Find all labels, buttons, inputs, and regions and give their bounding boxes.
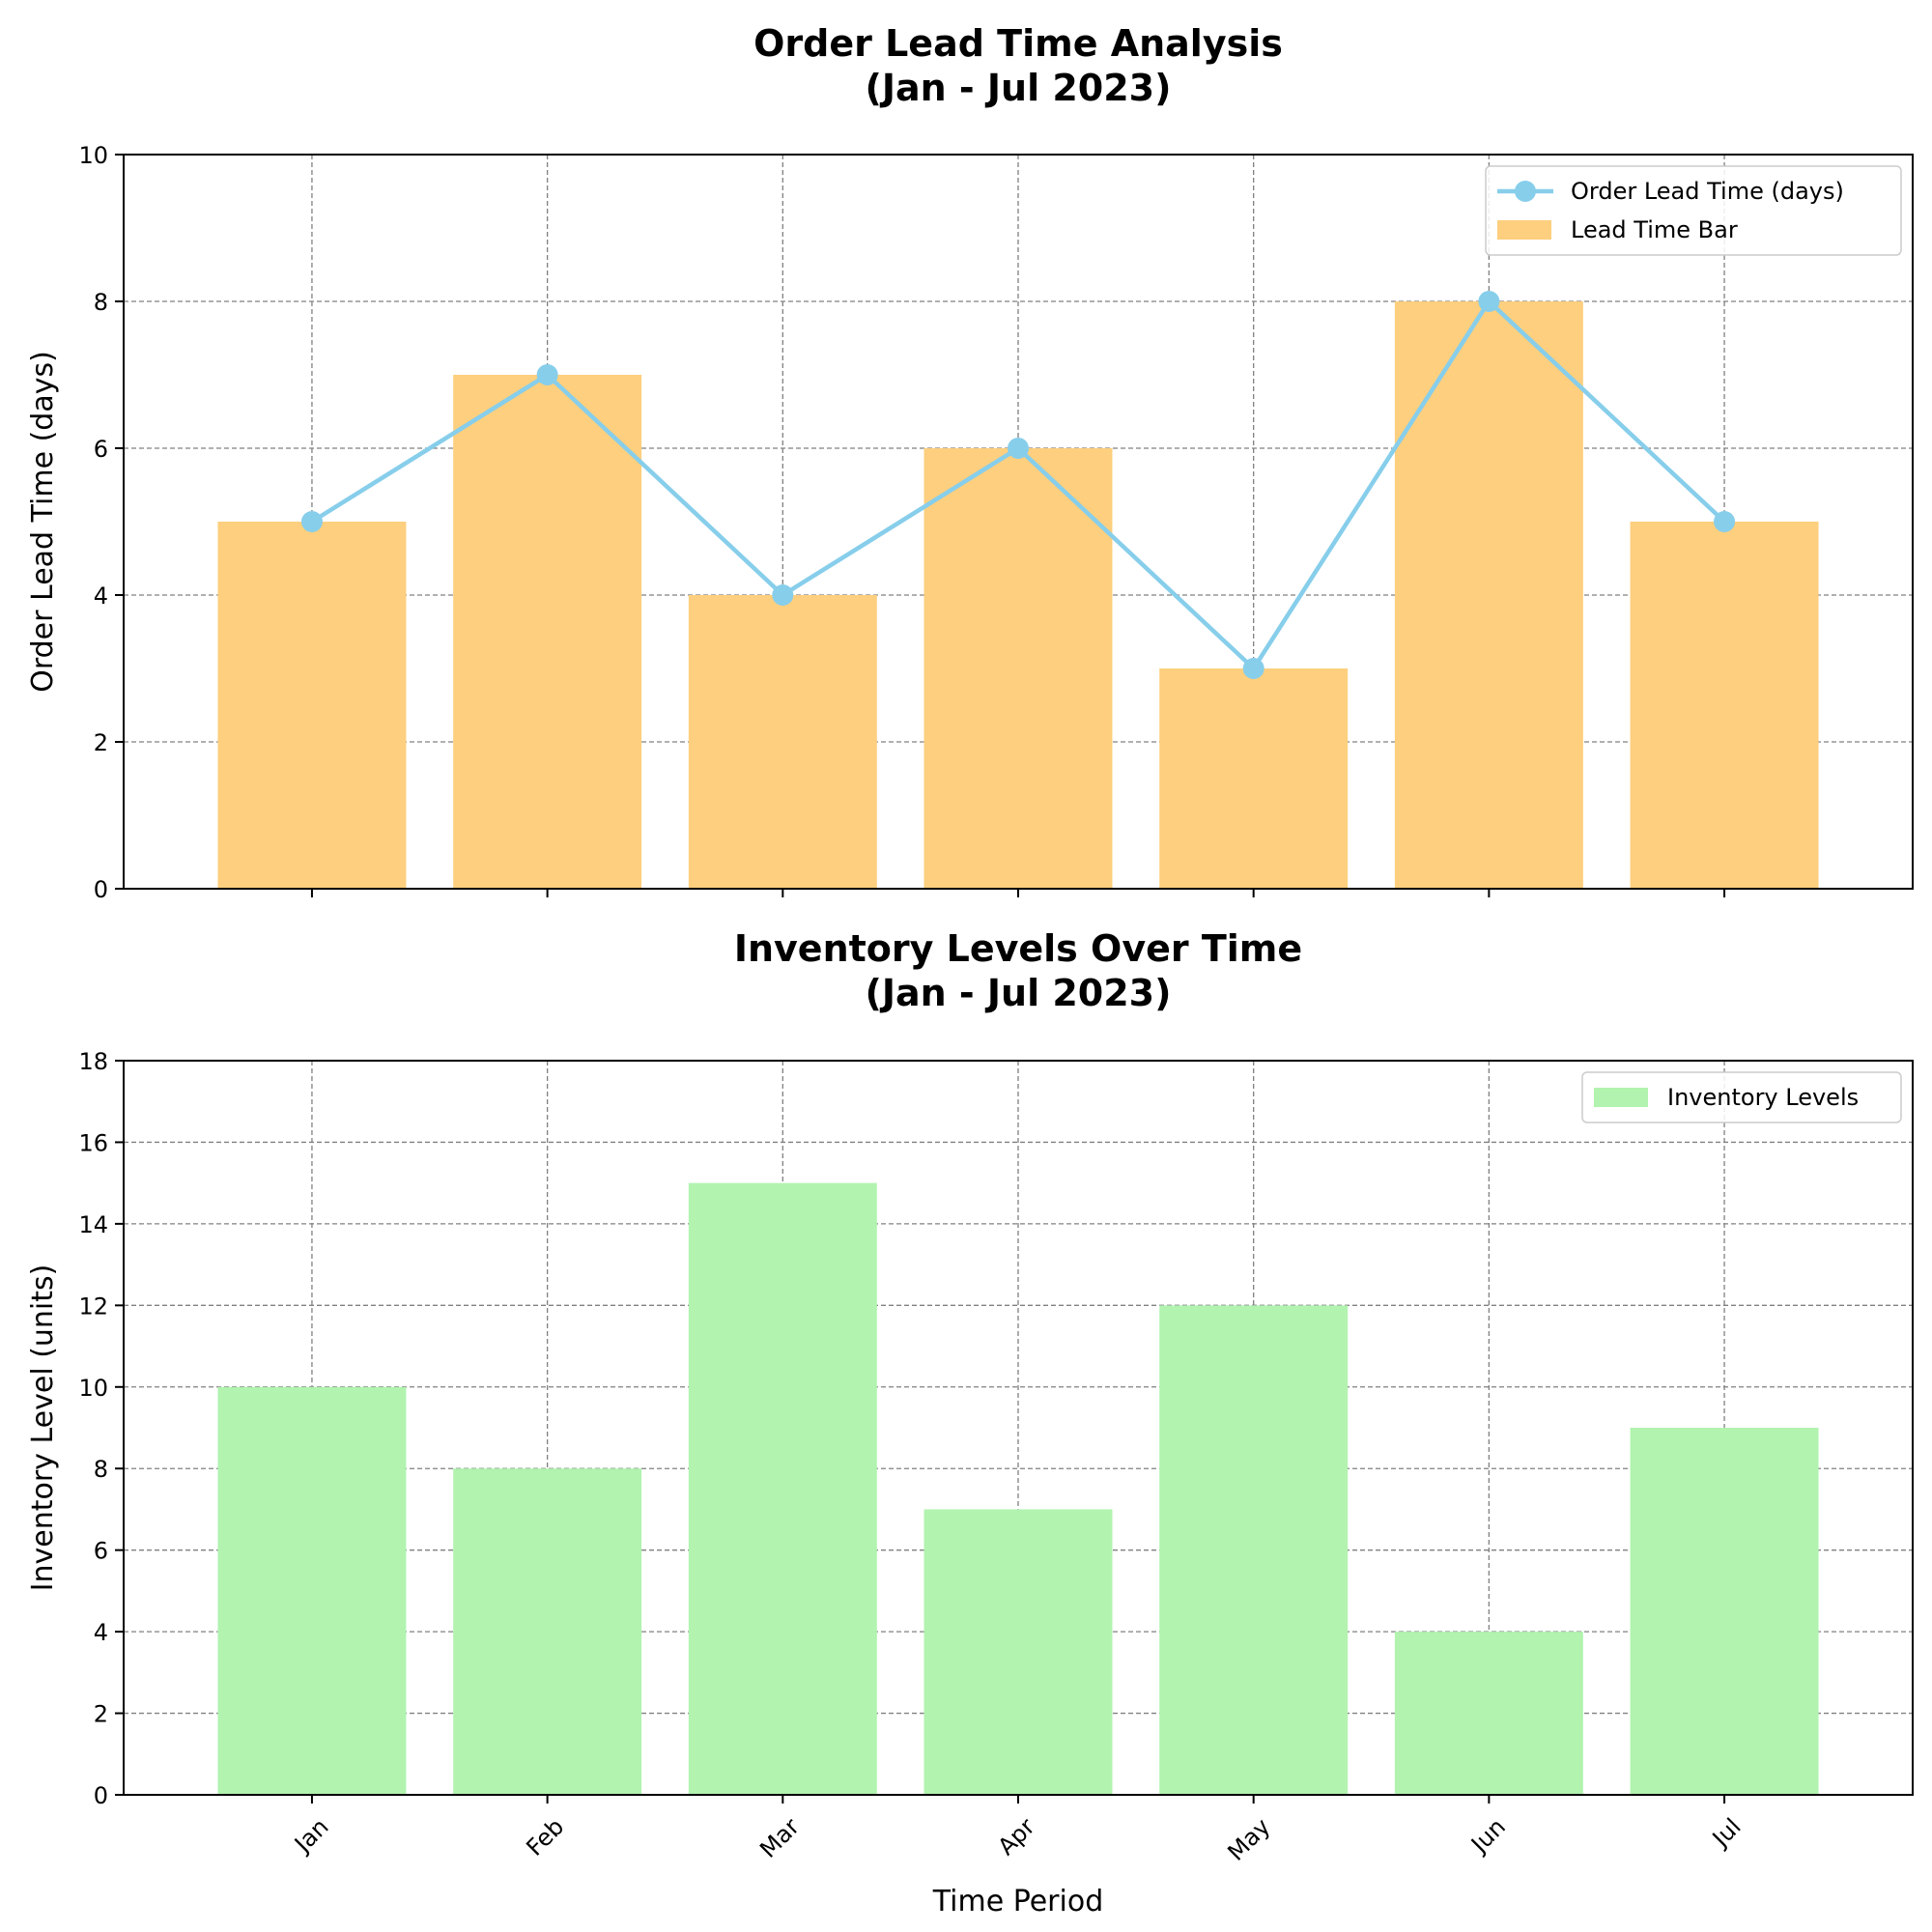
line-point-mar: [772, 584, 794, 606]
bar-apr: [923, 448, 1113, 889]
line-point-jun: [1478, 291, 1500, 312]
bar-mar: [688, 595, 877, 889]
y-axis-label: Order Lead Time (days): [26, 351, 60, 693]
bar-jul: [1630, 1428, 1819, 1795]
y-axis-label: Inventory Level (units): [26, 1264, 60, 1592]
line-point-feb: [536, 364, 558, 385]
bar-may: [1159, 1305, 1349, 1795]
bar-jan: [217, 522, 407, 889]
bar-jul: [1630, 522, 1819, 889]
chart-title: Inventory Levels Over Time: [734, 927, 1302, 970]
legend-label: Lead Time Bar: [1571, 216, 1738, 243]
y-tick-label: 12: [78, 1293, 108, 1320]
bar-feb: [453, 1468, 642, 1795]
line-point-apr: [1008, 438, 1029, 459]
y-tick-label: 10: [78, 1375, 108, 1402]
bar-apr: [923, 1509, 1113, 1795]
chart-2: Inventory Levels Over Time(Jan - Jul 202…: [26, 927, 1914, 1918]
bar-jun: [1394, 301, 1583, 889]
chart-title: (Jan - Jul 2023): [865, 67, 1171, 109]
bar-jan: [217, 1386, 407, 1795]
y-tick-label: 0: [94, 1782, 108, 1809]
y-tick-label: 14: [78, 1211, 108, 1238]
y-tick-label: 6: [94, 436, 108, 463]
legend-label: Inventory Levels: [1667, 1084, 1859, 1111]
y-tick-label: 8: [94, 289, 108, 316]
line-point-jan: [300, 511, 323, 532]
line-point-may: [1242, 658, 1264, 679]
x-tick-label: Mar: [754, 1813, 805, 1863]
x-tick-label: Apr: [993, 1813, 1040, 1861]
legend-label: Order Lead Time (days): [1571, 178, 1844, 205]
bar-feb: [453, 375, 642, 889]
x-axis-label: Time Period: [932, 1885, 1104, 1918]
x-tick-label: Jul: [1706, 1813, 1747, 1854]
y-tick-label: 6: [94, 1538, 108, 1565]
y-tick-label: 16: [78, 1129, 108, 1156]
legend-bar-swatch: [1497, 220, 1551, 240]
x-tick-label: May: [1222, 1813, 1275, 1866]
x-tick-label: Jan: [288, 1813, 333, 1859]
legend-bar-swatch: [1594, 1088, 1648, 1107]
y-tick-label: 2: [94, 729, 108, 756]
legend-box: [1581, 1071, 1902, 1123]
bar-may: [1159, 668, 1349, 889]
chart-title: Order Lead Time Analysis: [753, 22, 1283, 65]
legend: Order Lead Time (days) Lead Time Bar: [1485, 165, 1902, 256]
bar-mar: [688, 1182, 877, 1795]
bar-jun: [1394, 1632, 1583, 1795]
legend: Inventory Levels: [1581, 1071, 1902, 1123]
x-tick-label: Feb: [521, 1813, 569, 1861]
y-tick-label: 0: [94, 876, 108, 903]
chart-title: (Jan - Jul 2023): [865, 972, 1171, 1014]
legend-marker: [1515, 181, 1536, 202]
x-tick-label: Jun: [1464, 1813, 1511, 1860]
y-tick-label: 4: [94, 582, 108, 610]
y-tick-label: 2: [94, 1701, 108, 1728]
legend-box: [1485, 165, 1902, 256]
y-tick-label: 8: [94, 1456, 108, 1483]
line-point-jul: [1714, 511, 1736, 532]
y-tick-label: 10: [78, 142, 108, 169]
chart-1: Order Lead Time Analysis(Jan - Jul 2023)…: [26, 22, 1914, 903]
y-tick-label: 18: [78, 1048, 108, 1075]
y-tick-label: 4: [94, 1619, 108, 1646]
